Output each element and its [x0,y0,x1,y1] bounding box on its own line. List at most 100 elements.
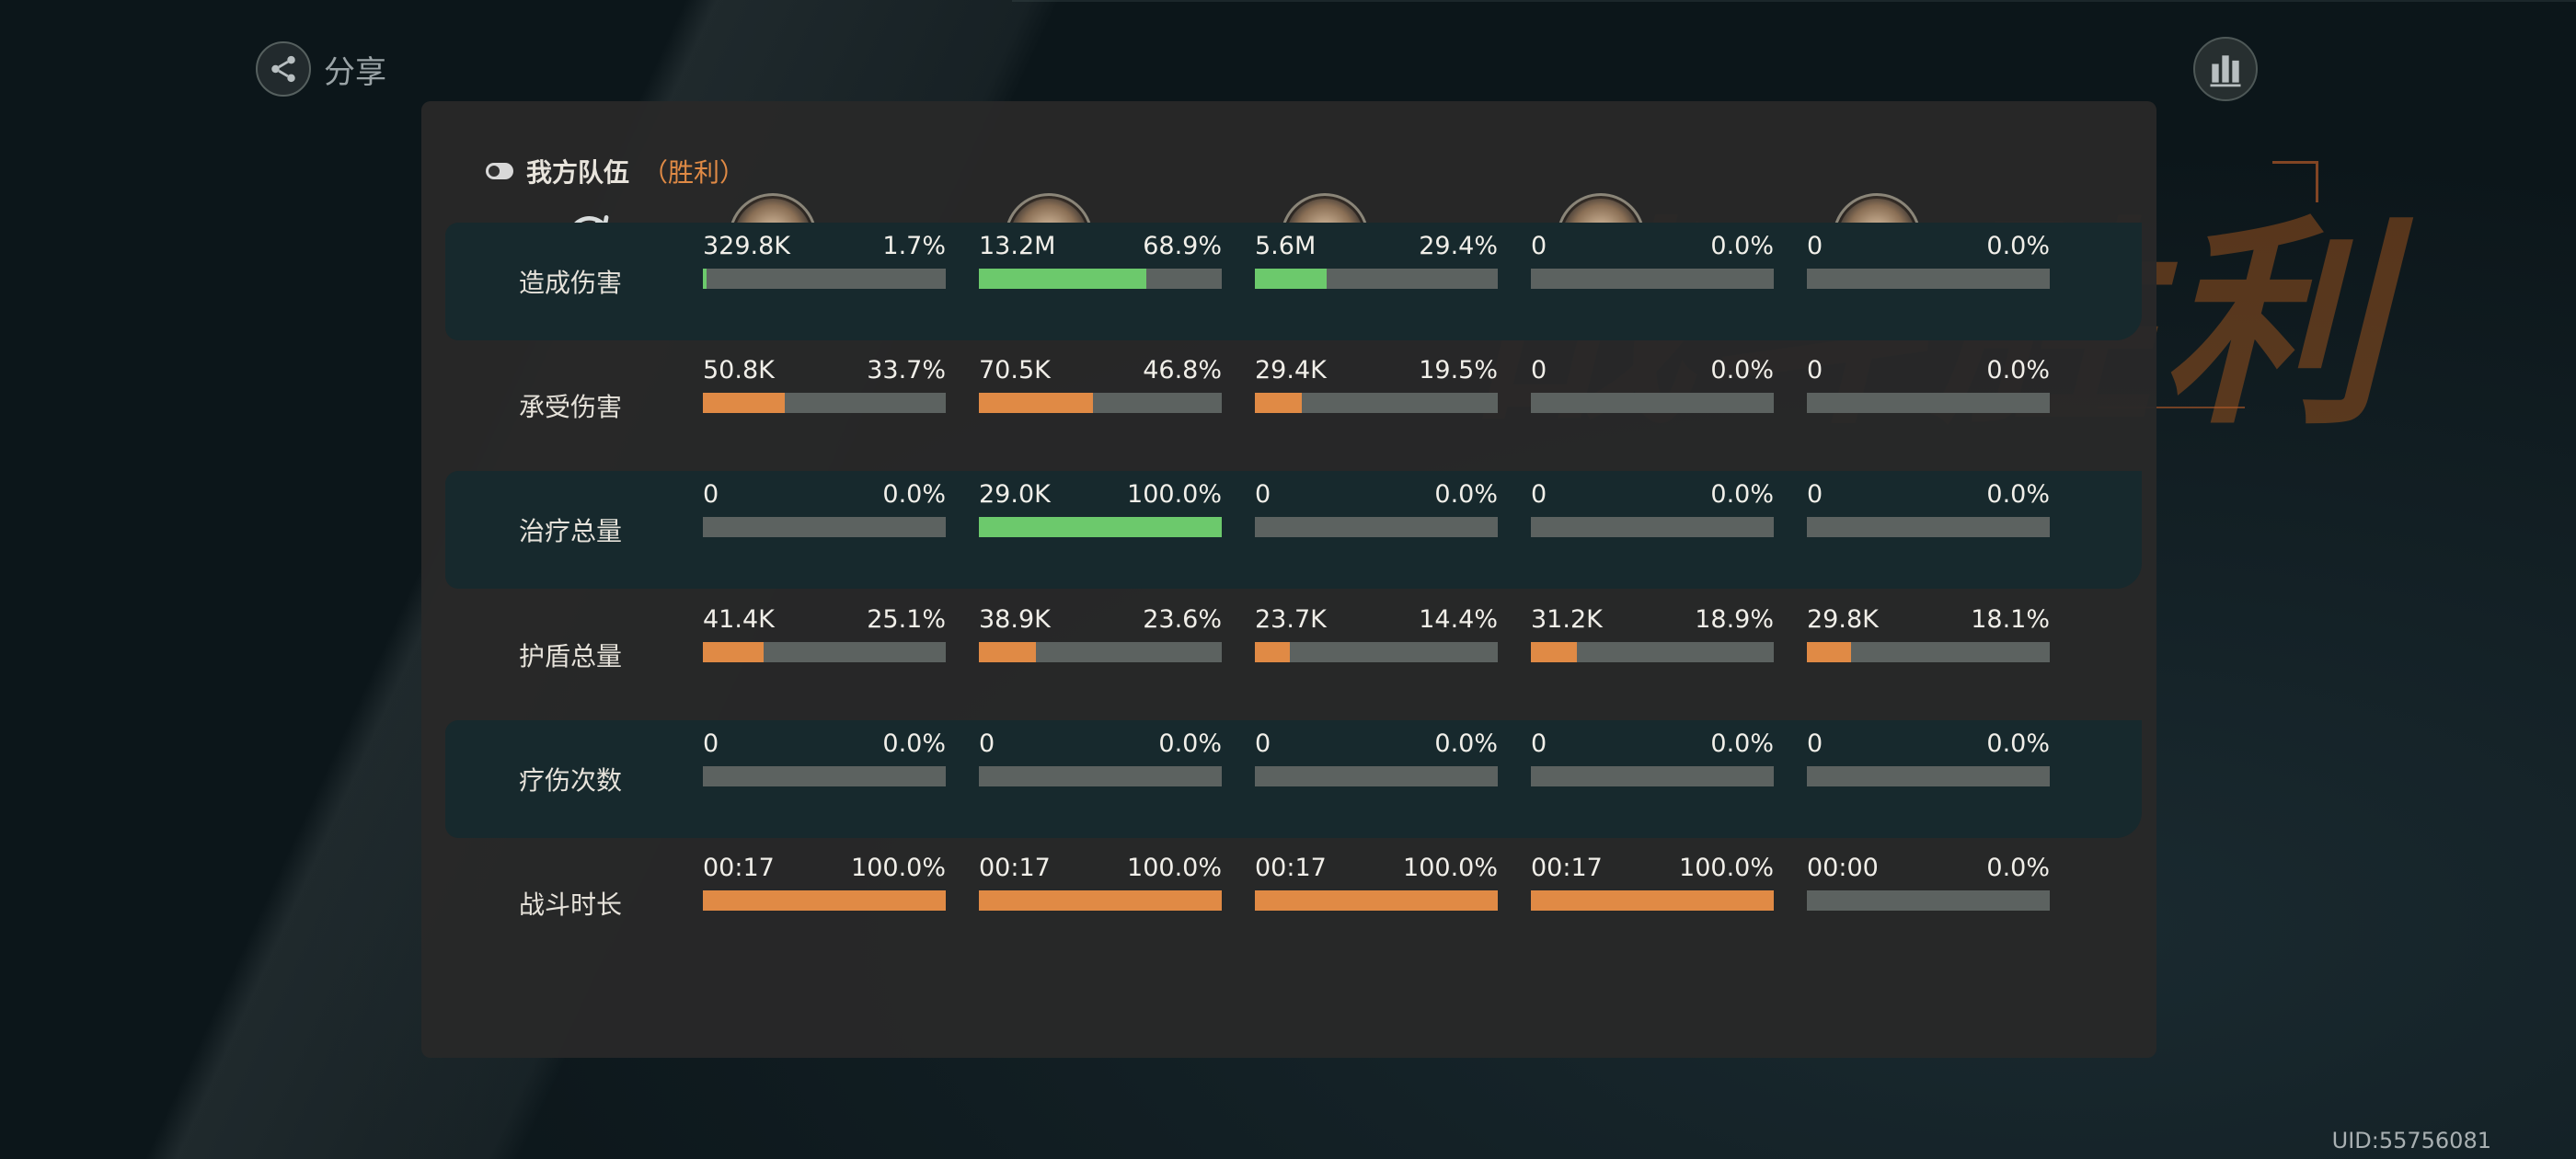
stat-percent: 100.0% [1127,480,1222,509]
stat-value: 70.5K [979,356,1051,384]
stat-cell: 70.5K 46.8% [979,356,1222,430]
stat-value: 5.6M [1255,232,1317,260]
stat-bar-track [979,890,1222,911]
stat-cell: 5.6M 29.4% [1255,232,1498,305]
stat-cell: 0 0.0% [1807,480,2050,554]
stat-cell: 13.2M 68.9% [979,232,1222,305]
stat-value: 13.2M [979,232,1056,260]
stat-percent: 0.0% [1986,232,2050,260]
stat-bar-fill [703,269,707,289]
stat-bar-track [1531,642,1774,662]
stat-bar-track [1255,890,1498,911]
stat-value: 00:00 [1807,854,1879,882]
stat-value: 29.0K [979,480,1051,509]
stat-value: 0 [1531,729,1547,758]
stat-bar-track [1531,517,1774,537]
stat-bar-fill [703,393,785,413]
stat-bar-track [979,393,1222,413]
stat-bar-track [979,517,1222,537]
stat-value: 00:17 [703,854,775,882]
stat-percent: 68.9% [1143,232,1222,260]
stat-cell: 0 0.0% [1531,356,1774,430]
stat-bar-track [1531,393,1774,413]
stat-bar-fill [1807,642,1851,662]
victory-underline [2098,407,2245,408]
stat-row: 疗伤次数 0 0.0% 0 0.0% 0 0.0% 0 0.0% 0 0.0% [445,720,2142,838]
team-header[interactable]: 我方队伍 （胜利） [486,153,745,189]
stat-row-label: 承受伤害 [519,392,623,422]
stat-cell: 29.0K 100.0% [979,480,1222,554]
stat-percent: 100.0% [1679,854,1774,882]
stat-cell: 0 0.0% [1255,729,1498,803]
stat-bar-fill [1531,642,1577,662]
stat-value: 00:17 [1255,854,1327,882]
stat-bar-fill [979,517,1222,537]
stat-value: 50.8K [703,356,775,384]
battle-stats-panel: 我方队伍 （胜利） 吴渊灵湫南照霜池鹭霍驹 造成伤害329.8K1.7%13.2… [421,101,2156,1058]
stat-cell: 00:17 100.0% [1531,854,1774,927]
share-icon [256,41,311,97]
stat-bar-track [1531,269,1774,289]
stat-value: 0 [1807,356,1823,384]
stat-cell: 0 0.0% [1807,729,2050,803]
stat-bar-track [1255,393,1498,413]
stat-percent: 0.0% [1710,729,1774,758]
stat-bar-fill [703,890,946,911]
stat-value: 0 [703,480,719,509]
stat-value: 0 [1255,729,1271,758]
stat-row: 护盾总量 41.4K 25.1% 38.9K 23.6% 23.7K 14.4% 31.2K 1… [445,596,2142,714]
stat-bar-track [703,642,946,662]
stat-value: 00:17 [979,854,1051,882]
stat-bar-track [1531,766,1774,786]
stat-bar-track [703,269,946,289]
stat-bar-track [1807,269,2050,289]
stat-bar-track [703,517,946,537]
stat-bar-fill [979,890,1222,911]
stat-bar-fill [979,269,1146,289]
stat-bar-track [1807,642,2050,662]
stat-row-label: 治疗总量 [519,516,623,546]
stat-percent: 0.0% [1986,729,2050,758]
stat-value: 29.8K [1807,605,1879,634]
stat-cell: 0 0.0% [1531,232,1774,305]
stat-cell: 0 0.0% [703,480,946,554]
stat-percent: 100.0% [1403,854,1498,882]
stat-bar-track [1807,766,2050,786]
stat-value: 29.4K [1255,356,1327,384]
stat-cell: 0 0.0% [1255,480,1498,554]
stat-bar-track [979,766,1222,786]
stat-bar-fill [1255,393,1303,413]
team-toggle-icon[interactable] [486,163,513,179]
stat-cell: 41.4K 25.1% [703,605,946,679]
stat-row: 承受伤害 50.8K 33.7% 70.5K 46.8% 29.4K 19.5% 0 0.0% 0… [445,347,2142,465]
stat-value: 0 [1531,232,1547,260]
stat-value: 31.2K [1531,605,1603,634]
stat-percent: 0.0% [882,480,946,509]
stat-bar-track [1807,517,2050,537]
stat-bar-track [1255,517,1498,537]
stat-percent: 29.4% [1419,232,1498,260]
stat-value: 0 [1807,480,1823,509]
stat-percent: 0.0% [1710,480,1774,509]
stat-bar-fill [1255,269,1327,289]
statistics-button[interactable] [2193,37,2258,101]
stat-bar-fill [1531,890,1774,911]
stat-cell: 0 0.0% [1531,729,1774,803]
stat-row: 战斗时长 00:17 100.0% 00:17 100.0% 00:17 100.0% 00:… [445,844,2142,962]
stat-percent: 0.0% [1986,854,2050,882]
stat-percent: 0.0% [1710,356,1774,384]
stat-percent: 0.0% [1434,729,1498,758]
stat-bar-track [1807,890,2050,911]
stat-value: 0 [1807,729,1823,758]
stat-row-label: 造成伤害 [519,268,623,298]
stat-row-label: 战斗时长 [519,889,623,920]
stat-value: 0 [703,729,719,758]
stat-cell: 38.9K 23.6% [979,605,1222,679]
stat-bar-fill [703,642,765,662]
stat-cell: 00:00 0.0% [1807,854,2050,927]
stat-cell: 00:17 100.0% [1255,854,1498,927]
background-lines [1012,0,2576,1159]
stat-percent: 0.0% [1158,729,1222,758]
stat-value: 0 [1531,356,1547,384]
share-button[interactable]: 分享 [256,41,386,97]
